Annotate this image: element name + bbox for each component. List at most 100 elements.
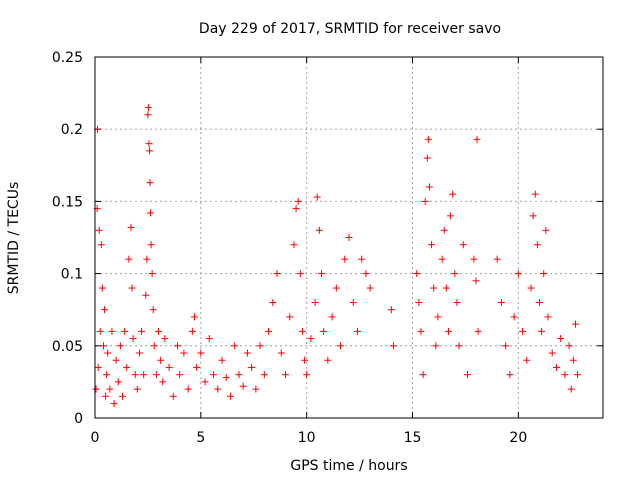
data-point xyxy=(415,298,423,306)
data-point xyxy=(92,385,100,393)
data-point xyxy=(165,363,173,371)
data-point xyxy=(337,342,345,350)
data-point xyxy=(324,356,332,364)
data-point xyxy=(157,356,165,364)
data-point xyxy=(442,284,450,292)
data-point xyxy=(96,327,104,335)
data-point xyxy=(506,371,514,379)
data-point xyxy=(557,335,565,343)
data-point xyxy=(345,234,353,241)
y-tick-label: 0 xyxy=(74,411,83,427)
data-point xyxy=(104,349,112,357)
data-point xyxy=(145,140,153,148)
data-point xyxy=(94,363,102,371)
data-point xyxy=(455,342,463,350)
data-point xyxy=(473,135,481,143)
data-point xyxy=(307,335,315,343)
data-point xyxy=(146,209,154,217)
data-point xyxy=(438,255,446,263)
data-point xyxy=(428,241,436,249)
data-point xyxy=(218,356,226,364)
data-point xyxy=(527,284,535,292)
data-point xyxy=(315,226,323,234)
data-point xyxy=(419,371,427,379)
data-point xyxy=(273,270,281,278)
data-point xyxy=(125,255,133,263)
data-point xyxy=(197,349,205,357)
data-point xyxy=(135,349,143,357)
y-tick-label: 0.15 xyxy=(52,194,83,210)
data-point xyxy=(542,226,550,234)
data-point xyxy=(472,277,480,285)
data-point xyxy=(226,392,234,400)
data-point xyxy=(290,241,298,249)
data-point xyxy=(99,342,107,350)
data-point xyxy=(470,255,478,263)
x-tick-label: 5 xyxy=(196,430,205,446)
data-point xyxy=(536,298,543,306)
data-point xyxy=(277,349,285,357)
data-point xyxy=(292,205,300,213)
data-point xyxy=(298,327,306,335)
y-tick-label: 0.2 xyxy=(61,122,83,138)
data-point xyxy=(116,342,124,350)
data-point xyxy=(417,327,425,335)
y-axis-label: SRMTID / TECUs xyxy=(6,182,22,295)
data-point xyxy=(222,374,230,382)
data-point xyxy=(567,385,575,393)
data-point xyxy=(529,212,537,220)
data-point xyxy=(451,270,459,278)
data-point xyxy=(256,342,264,350)
data-point xyxy=(159,378,167,386)
data-point xyxy=(98,284,106,292)
data-point xyxy=(103,371,111,379)
data-point xyxy=(110,400,118,408)
data-point xyxy=(150,342,158,350)
data-point xyxy=(510,313,518,321)
x-tick-label: 15 xyxy=(404,430,422,446)
x-tick-label: 20 xyxy=(509,430,527,446)
data-point xyxy=(569,356,577,364)
data-point xyxy=(303,371,311,379)
data-point xyxy=(239,382,247,390)
data-point xyxy=(128,284,136,292)
data-point xyxy=(425,183,433,191)
data-point xyxy=(459,241,467,249)
data-point xyxy=(265,327,273,335)
data-point xyxy=(464,371,472,379)
data-point xyxy=(565,342,573,350)
x-tick-label: 0 xyxy=(91,430,100,446)
data-point xyxy=(252,385,260,393)
chart-title: Day 229 of 2017, SRMTID for receiver sav… xyxy=(199,21,501,37)
data-point xyxy=(188,327,196,335)
y-tick-label: 0.05 xyxy=(52,339,83,355)
data-point xyxy=(148,270,156,278)
data-point xyxy=(571,320,579,328)
data-point xyxy=(538,327,546,335)
data-point xyxy=(210,371,218,379)
x-tick-label: 10 xyxy=(298,430,316,446)
data-points xyxy=(92,104,582,408)
y-tick-label: 0.1 xyxy=(61,267,83,283)
x-axis-label: GPS time / hours xyxy=(290,458,407,474)
data-point xyxy=(294,197,302,205)
data-point xyxy=(161,335,169,343)
data-point xyxy=(366,284,374,292)
data-point xyxy=(296,270,304,278)
data-point xyxy=(434,313,442,321)
data-point xyxy=(449,190,457,198)
data-point xyxy=(214,385,222,393)
data-point xyxy=(282,371,289,379)
data-point xyxy=(180,349,188,357)
data-point xyxy=(430,284,438,292)
data-point xyxy=(548,349,556,357)
data-point xyxy=(127,223,135,231)
data-point xyxy=(440,226,448,234)
data-point xyxy=(243,349,251,357)
data-point xyxy=(332,284,340,292)
data-point xyxy=(358,255,366,263)
data-point xyxy=(176,371,184,379)
data-point xyxy=(389,342,397,350)
data-point xyxy=(320,327,328,335)
